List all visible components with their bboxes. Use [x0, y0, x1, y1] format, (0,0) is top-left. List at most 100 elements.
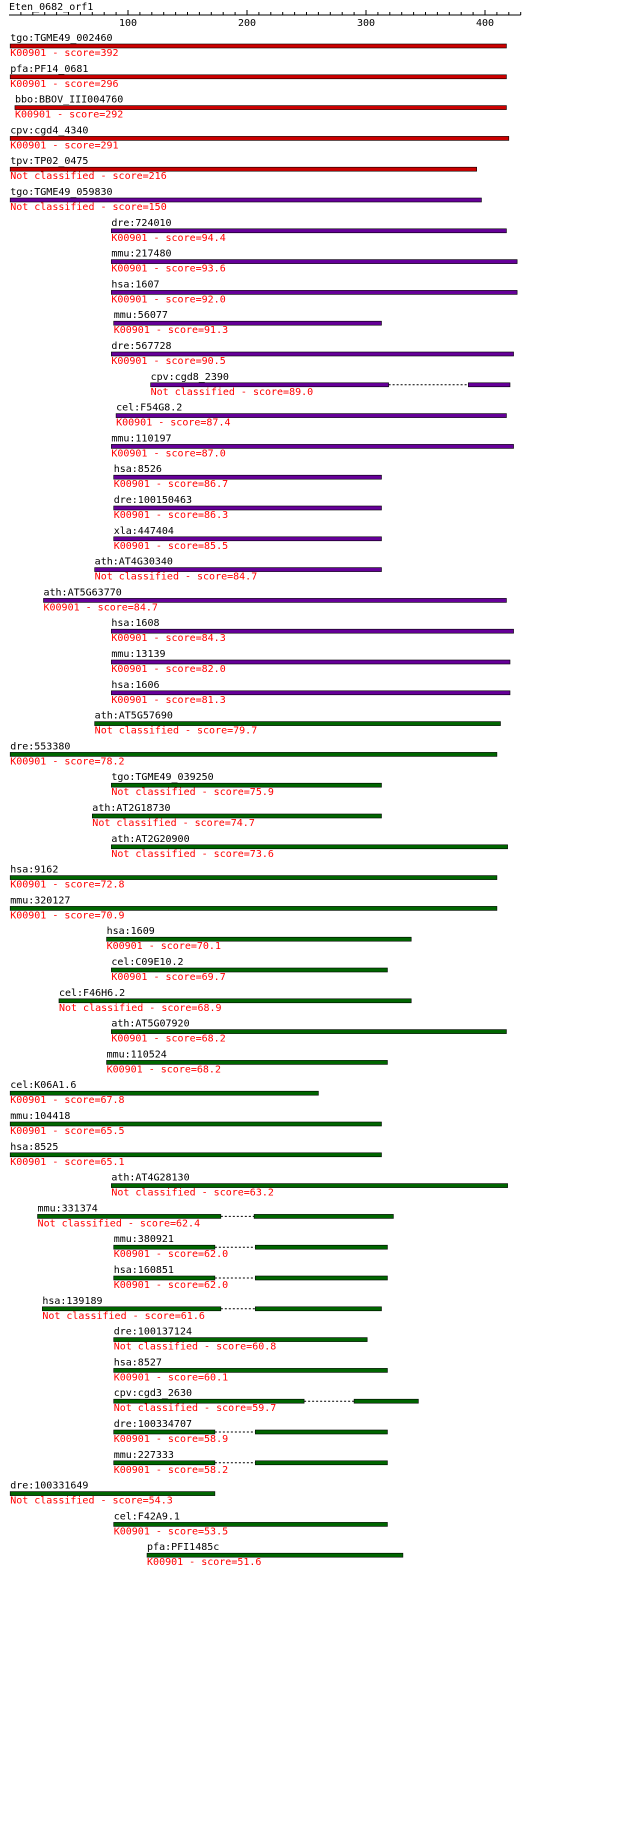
hit-row[interactable]: cel:F42A9.1 K00901 - score=53.5: [113, 1511, 388, 1537]
hit-row[interactable]: hsa:1606 K00901 - score=81.3: [111, 680, 511, 706]
hit-name[interactable]: mmu:110524: [107, 1049, 167, 1060]
hit-bar[interactable]: [255, 1275, 388, 1281]
hit-name[interactable]: mmu:13139: [111, 649, 165, 660]
hit-row[interactable]: mmu:110524 K00901 - score=68.2: [106, 1049, 388, 1075]
hit-name[interactable]: dre:567728: [111, 341, 171, 352]
hit-name[interactable]: xla:447404: [114, 526, 174, 537]
hit-name[interactable]: mmu:56077: [114, 310, 168, 321]
hit-bar[interactable]: [113, 320, 382, 326]
hit-row[interactable]: ath:AT5G07920 K00901 - score=68.2: [111, 1019, 507, 1045]
hit-row[interactable]: hsa:139189 Not classified - score=61.6: [42, 1296, 382, 1322]
hit-row[interactable]: cpv:cgd8_2390 Not classified - score=89.0: [150, 372, 511, 398]
hit-bar[interactable]: [9, 906, 498, 911]
hit-name[interactable]: cel:F54G8.2: [116, 403, 182, 414]
hit-row[interactable]: ath:AT5G57690 Not classified - score=79.7: [94, 711, 501, 737]
hit-bar[interactable]: [9, 752, 498, 757]
hit-row[interactable]: cel:C09E10.2 K00901 - score=69.7: [111, 957, 388, 983]
hit-name[interactable]: ath:AT5G07920: [111, 1019, 189, 1030]
hit-bar[interactable]: [111, 290, 518, 295]
hit-name[interactable]: hsa:8525: [10, 1142, 58, 1153]
hit-name[interactable]: dre:100331649: [10, 1481, 88, 1492]
hit-bar[interactable]: [113, 536, 382, 542]
hit-name[interactable]: dre:724010: [111, 218, 171, 229]
hit-row[interactable]: cel:F46H6.2 Not classified - score=68.9: [58, 988, 412, 1014]
hit-name[interactable]: hsa:8526: [114, 464, 162, 475]
hit-name[interactable]: dre:100334707: [114, 1419, 192, 1430]
hit-bar[interactable]: [255, 1244, 388, 1250]
hit-row[interactable]: dre:553380 K00901 - score=78.2: [9, 741, 498, 767]
hit-bar[interactable]: [111, 659, 511, 665]
hit-bar[interactable]: [9, 1491, 216, 1496]
hit-bar[interactable]: [113, 1522, 388, 1527]
hit-bar[interactable]: [43, 598, 507, 603]
hit-name[interactable]: ath:AT4G30340: [95, 557, 173, 568]
hit-row[interactable]: tgo:TGME49_002460 K00901 - score=392: [9, 33, 507, 59]
hit-row[interactable]: ath:AT2G18730 Not classified - score=74.7: [92, 803, 382, 829]
hit-row[interactable]: bbo:BBOV_III004760 K00901 - score=292: [14, 95, 507, 121]
hit-bar[interactable]: [111, 351, 514, 357]
hit-name[interactable]: hsa:1609: [107, 926, 155, 937]
hit-name[interactable]: ath:AT4G28130: [111, 1173, 189, 1184]
hit-row[interactable]: hsa:1608 K00901 - score=84.3: [111, 618, 514, 644]
hit-name[interactable]: pfa:PF14_0681: [10, 64, 88, 75]
hit-row[interactable]: dre:100331649 Not classified - score=54.3: [9, 1481, 216, 1507]
hit-name[interactable]: tpv:TP02_0475: [10, 156, 88, 167]
hit-bar[interactable]: [37, 1214, 222, 1219]
hit-row[interactable]: cel:K06A1.6 K00901 - score=67.8: [9, 1080, 319, 1106]
hit-row[interactable]: ath:AT2G20900 Not classified - score=73.6: [111, 834, 508, 860]
hit-row[interactable]: mmu:13139 K00901 - score=82.0: [111, 649, 511, 675]
hit-name[interactable]: cel:F42A9.1: [114, 1511, 180, 1522]
hit-bar[interactable]: [58, 998, 412, 1004]
hit-bar[interactable]: [255, 1306, 382, 1312]
hit-name[interactable]: bbo:BBOV_III004760: [15, 95, 123, 106]
hit-row[interactable]: tpv:TP02_0475 Not classified - score=216: [9, 156, 477, 182]
hit-row[interactable]: pfa:PF14_0681 K00901 - score=296: [9, 64, 507, 90]
hit-bar[interactable]: [9, 166, 477, 172]
hit-bar[interactable]: [353, 1398, 419, 1404]
hit-bar[interactable]: [255, 1429, 388, 1435]
hit-name[interactable]: hsa:139189: [42, 1296, 102, 1307]
hit-bar[interactable]: [9, 136, 510, 141]
hit-name[interactable]: ath:AT5G63770: [44, 587, 122, 598]
hit-name[interactable]: mmu:331374: [38, 1203, 98, 1214]
hit-row[interactable]: mmu:380921 K00901 - score=62.0: [113, 1234, 388, 1260]
hit-row[interactable]: cpv:cgd3_2630 Not classified - score=59.7: [113, 1388, 419, 1414]
hit-row[interactable]: hsa:1609 K00901 - score=70.1: [106, 926, 412, 952]
hit-row[interactable]: hsa:1607 K00901 - score=92.0: [111, 279, 518, 305]
hit-bar[interactable]: [255, 1460, 388, 1466]
hit-bar[interactable]: [111, 628, 514, 634]
hit-name[interactable]: ath:AT2G18730: [92, 803, 170, 814]
hit-row[interactable]: mmu:104418 K00901 - score=65.5: [9, 1111, 382, 1137]
hit-name[interactable]: mmu:217480: [111, 249, 171, 260]
hit-row[interactable]: mmu:110197 K00901 - score=87.0: [111, 433, 514, 459]
hit-bar[interactable]: [9, 74, 507, 80]
hit-bar[interactable]: [9, 1152, 382, 1158]
hit-row[interactable]: dre:100137124 Not classified - score=60.8: [113, 1327, 368, 1353]
hit-row[interactable]: hsa:160851 K00901 - score=62.0: [113, 1265, 388, 1291]
hit-row[interactable]: xla:447404 K00901 - score=85.5: [113, 526, 382, 552]
hit-name[interactable]: cpv:cgd8_2390: [151, 372, 229, 383]
hit-bar[interactable]: [111, 228, 507, 234]
hit-name[interactable]: mmu:380921: [114, 1234, 174, 1245]
hit-row[interactable]: cpv:cgd4_4340 K00901 - score=291: [9, 125, 510, 151]
hit-bar[interactable]: [9, 875, 498, 880]
hit-bar[interactable]: [113, 1368, 388, 1373]
hit-bar[interactable]: [9, 43, 507, 49]
hit-name[interactable]: cpv:cgd4_4340: [10, 125, 88, 136]
hit-bar[interactable]: [106, 1060, 388, 1065]
hit-name[interactable]: cel:K06A1.6: [10, 1080, 76, 1091]
hit-bar[interactable]: [94, 721, 501, 726]
hit-bar[interactable]: [111, 690, 511, 696]
hit-bar[interactable]: [9, 1090, 319, 1096]
hit-name[interactable]: cpv:cgd3_2630: [114, 1388, 192, 1399]
hit-row[interactable]: mmu:320127 K00901 - score=70.9: [9, 895, 498, 921]
hit-row[interactable]: dre:724010 K00901 - score=94.4: [111, 218, 507, 244]
hit-name[interactable]: dre:100137124: [114, 1327, 192, 1338]
hit-bar[interactable]: [14, 105, 507, 110]
hit-bar[interactable]: [111, 967, 388, 973]
hit-name[interactable]: dre:553380: [10, 741, 70, 752]
hit-bar[interactable]: [253, 1214, 394, 1219]
hit-name[interactable]: ath:AT2G20900: [111, 834, 189, 845]
hit-bar[interactable]: [113, 1337, 368, 1342]
hit-row[interactable]: tgo:TGME49_039250 Not classified - score=…: [111, 772, 382, 798]
